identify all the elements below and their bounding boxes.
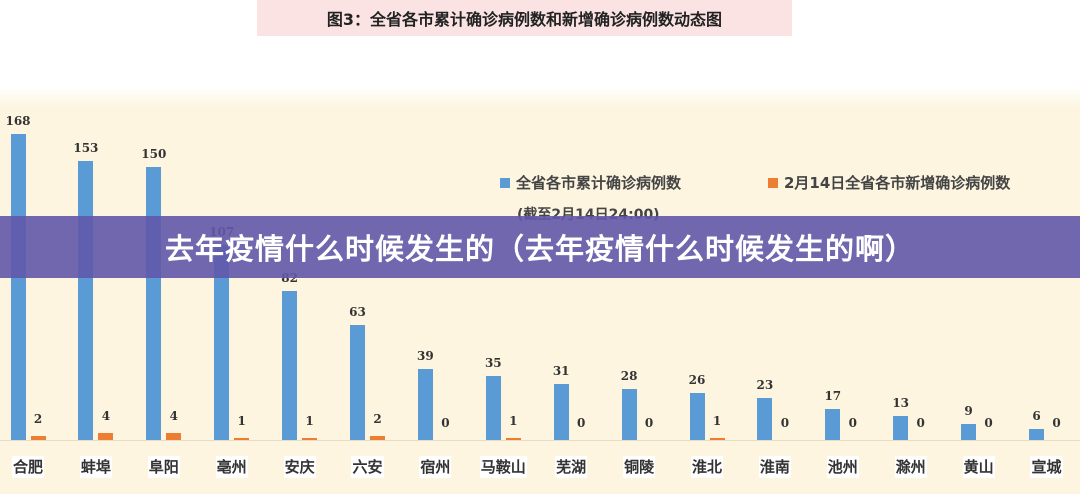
value-label-new: 0 [984, 416, 993, 430]
x-tick-label: 安庆 [283, 456, 316, 478]
headline-text: 去年疫情什么时候发生的（去年疫情什么时候发生的啊） [164, 232, 915, 266]
x-tick-label: 阜阳 [147, 456, 180, 478]
x-axis-line [0, 440, 1080, 441]
value-label-cumulative: 23 [756, 378, 774, 392]
bar-new [30, 436, 46, 440]
chart-area [0, 106, 1080, 494]
bar-cumulative [757, 398, 773, 440]
x-tick-label: 合肥 [11, 456, 44, 478]
bar-cumulative [350, 325, 365, 440]
bar-new [505, 438, 521, 440]
value-label-cumulative: 168 [5, 114, 31, 128]
bar-new [234, 438, 250, 440]
bar-cumulative [961, 424, 977, 440]
value-label-cumulative: 13 [892, 396, 910, 410]
bar-cumulative [553, 384, 569, 440]
x-tick-label: 淮南 [758, 456, 791, 478]
bar-new [98, 433, 114, 440]
x-tick-label: 蚌埠 [79, 456, 112, 478]
value-label-cumulative: 17 [824, 389, 842, 403]
x-tick-label: 滁州 [894, 456, 927, 478]
value-label-new: 1 [305, 414, 314, 428]
x-tick-label: 淮北 [690, 456, 723, 478]
value-label-cumulative: 31 [552, 364, 570, 378]
headline-banner: 去年疫情什么时候发生的（去年疫情什么时候发生的啊） [0, 216, 1080, 278]
value-label-new: 0 [780, 416, 790, 430]
legend-label-cumulative: 全省各市累计确诊病例数 [516, 174, 682, 192]
bar-cumulative [146, 167, 162, 440]
value-label-cumulative: 26 [688, 373, 706, 387]
value-label-new: 1 [509, 414, 518, 428]
value-label-new: 2 [33, 412, 43, 426]
legend-swatch-orange [768, 177, 778, 188]
value-label-new: 0 [441, 416, 450, 430]
value-label-new: 1 [712, 414, 722, 428]
value-label-new: 0 [644, 416, 654, 430]
x-tick-label: 宿州 [419, 456, 452, 478]
value-label-new: 4 [101, 409, 111, 423]
bar-cumulative [10, 134, 26, 440]
value-label-new: 4 [169, 409, 178, 423]
value-label-cumulative: 6 [1032, 409, 1041, 423]
value-label-new: 0 [1052, 416, 1061, 430]
bar-new [709, 438, 725, 440]
legend-swatch-blue [500, 177, 510, 188]
x-tick-label: 铜陵 [623, 456, 656, 478]
x-tick-label: 芜湖 [555, 456, 588, 478]
bar-cumulative [417, 369, 433, 440]
x-tick-label: 亳州 [215, 456, 248, 478]
value-label-new: 0 [916, 416, 925, 430]
chart-top-fade [0, 86, 1080, 108]
bar-cumulative [78, 161, 94, 440]
x-tick-label: 池州 [826, 456, 859, 478]
bar-cumulative [893, 416, 909, 440]
x-tick-label: 黄山 [962, 456, 995, 478]
bar-cumulative [621, 389, 637, 440]
legend-label-new: 2月14日全省各市新增确诊病例数 [784, 174, 1011, 192]
value-label-cumulative: 63 [349, 305, 366, 319]
x-tick-label: 六安 [351, 456, 384, 478]
value-label-new: 1 [237, 414, 246, 428]
bar-cumulative [1029, 429, 1044, 440]
value-label-cumulative: 35 [484, 356, 502, 370]
bar-cumulative [689, 393, 705, 440]
legend-item-new: 2月14日全省各市新增确诊病例数 [768, 172, 1010, 193]
bar-cumulative [282, 291, 298, 440]
x-tick-label: 宣城 [1030, 456, 1063, 478]
figure-title: 图3：全省各市累计确诊病例数和新增确诊病例数动态图 [326, 10, 723, 29]
value-label-new: 0 [848, 416, 857, 430]
x-tick-label: 马鞍山 [479, 456, 527, 478]
bar-new [370, 436, 385, 440]
value-label-cumulative: 28 [620, 369, 638, 383]
bar-new [166, 433, 182, 440]
legend-item-cumulative: 全省各市累计确诊病例数 [500, 172, 681, 193]
figure-title-box: 图3：全省各市累计确诊病例数和新增确诊病例数动态图 [257, 0, 792, 36]
value-label-cumulative: 150 [141, 147, 167, 161]
value-label-new: 2 [373, 412, 382, 426]
bar-cumulative [485, 376, 501, 440]
value-label-cumulative: 153 [73, 141, 99, 155]
bar-cumulative [214, 245, 230, 440]
bar-new [302, 438, 318, 440]
value-label-new: 0 [577, 416, 586, 430]
value-label-cumulative: 39 [417, 349, 434, 363]
value-label-cumulative: 9 [964, 404, 973, 418]
bar-cumulative [825, 409, 841, 440]
